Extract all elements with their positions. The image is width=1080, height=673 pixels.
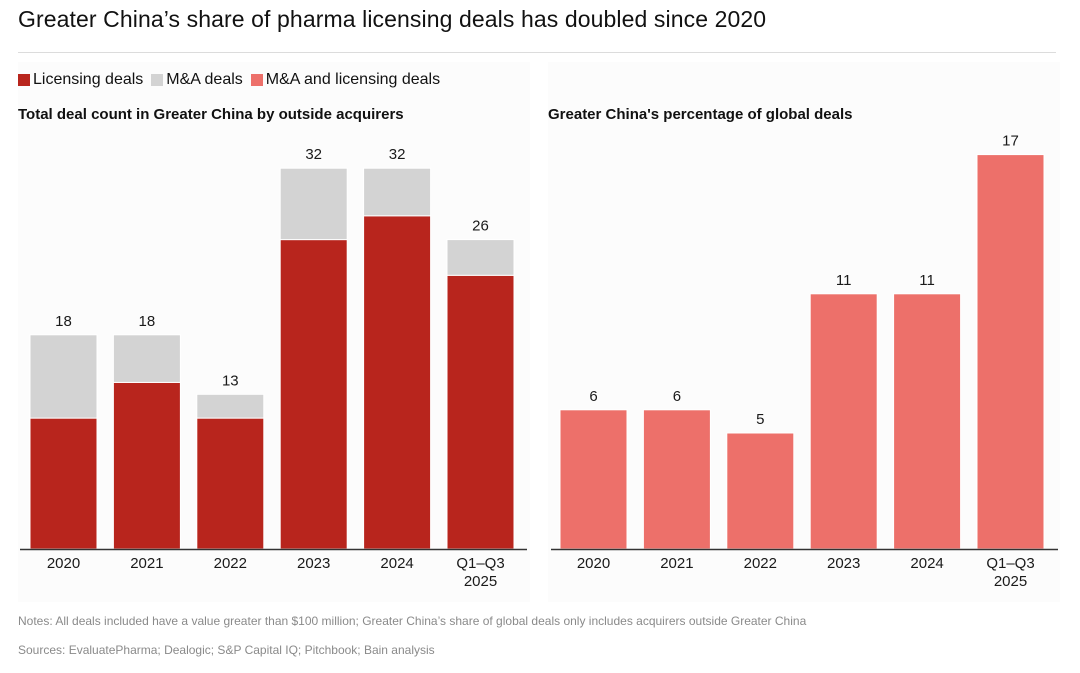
x-tick-label: 2020 <box>47 555 80 572</box>
data-label: 6 <box>673 388 681 405</box>
legend-label: M&A and licensing deals <box>265 71 441 88</box>
x-tick-label: 2025 <box>464 573 497 590</box>
legend-swatch-ma <box>151 74 164 86</box>
legend-item-ma-licensing: M&A and licensing deals <box>250 71 441 89</box>
sources: Sources: EvaluatePharma; Dealogic; S&P C… <box>18 643 435 657</box>
bar-licensing <box>446 274 515 550</box>
bar-ma <box>363 167 432 217</box>
bar-licensing <box>279 239 348 550</box>
data-label: 32 <box>305 146 322 163</box>
data-label: 32 <box>389 146 406 163</box>
data-label: 18 <box>55 313 72 330</box>
legend: Licensing deals M&A deals M&A and licens… <box>18 71 448 89</box>
legend-swatch-licensing <box>18 74 30 86</box>
right-panel-background <box>548 62 1060 602</box>
data-label: 17 <box>1002 133 1019 150</box>
x-tick-label: 2022 <box>744 555 777 572</box>
legend-label: M&A deals <box>166 71 243 88</box>
data-label: 5 <box>756 411 764 428</box>
legend-swatch-ma-licensing <box>250 74 263 86</box>
bar-licensing <box>196 417 265 550</box>
data-label: 11 <box>919 272 935 289</box>
bar-ma-licensing <box>976 154 1045 550</box>
left-panel-background <box>18 62 530 602</box>
bar-ma <box>446 239 515 276</box>
bar-ma-licensing <box>642 409 711 550</box>
notes: Notes: All deals included have a value g… <box>18 614 807 628</box>
right-chart-title: Greater China's percentage of global dea… <box>548 106 853 123</box>
bar-licensing <box>112 381 181 550</box>
data-label: 13 <box>222 372 239 389</box>
bar-ma-licensing <box>559 409 628 550</box>
x-tick-label: 2023 <box>297 555 330 572</box>
bar-ma-licensing <box>893 293 962 550</box>
bar-licensing <box>363 215 432 550</box>
data-label: 6 <box>589 388 597 405</box>
x-tick-label: 2022 <box>214 555 247 572</box>
data-label: 11 <box>836 272 852 289</box>
legend-item-licensing: Licensing deals <box>18 71 143 89</box>
bar-ma-licensing <box>726 432 795 550</box>
x-tick-label: 2023 <box>827 555 860 572</box>
x-tick-label: Q1–Q3 <box>986 555 1034 572</box>
bar-ma <box>196 393 265 419</box>
bar-ma <box>29 334 98 419</box>
bar-ma <box>279 167 348 241</box>
legend-item-ma: M&A deals <box>151 71 243 89</box>
x-tick-label: 2025 <box>994 573 1027 590</box>
bar-ma-licensing <box>809 293 878 550</box>
x-tick-label: 2024 <box>910 555 943 572</box>
x-tick-label: 2020 <box>577 555 610 572</box>
bar-licensing <box>29 417 98 550</box>
x-tick-label: Q1–Q3 <box>456 555 504 572</box>
left-chart-title: Total deal count in Greater China by out… <box>18 106 404 123</box>
x-tick-label: 2024 <box>380 555 413 572</box>
chart-title: Greater China’s share of pharma licensin… <box>18 6 767 32</box>
bar-ma <box>112 334 181 383</box>
data-label: 26 <box>472 218 489 235</box>
legend-label: Licensing deals <box>33 71 144 88</box>
title-divider <box>18 52 1056 53</box>
x-tick-label: 2021 <box>660 555 693 572</box>
data-label: 18 <box>139 313 156 330</box>
x-tick-label: 2021 <box>130 555 163 572</box>
